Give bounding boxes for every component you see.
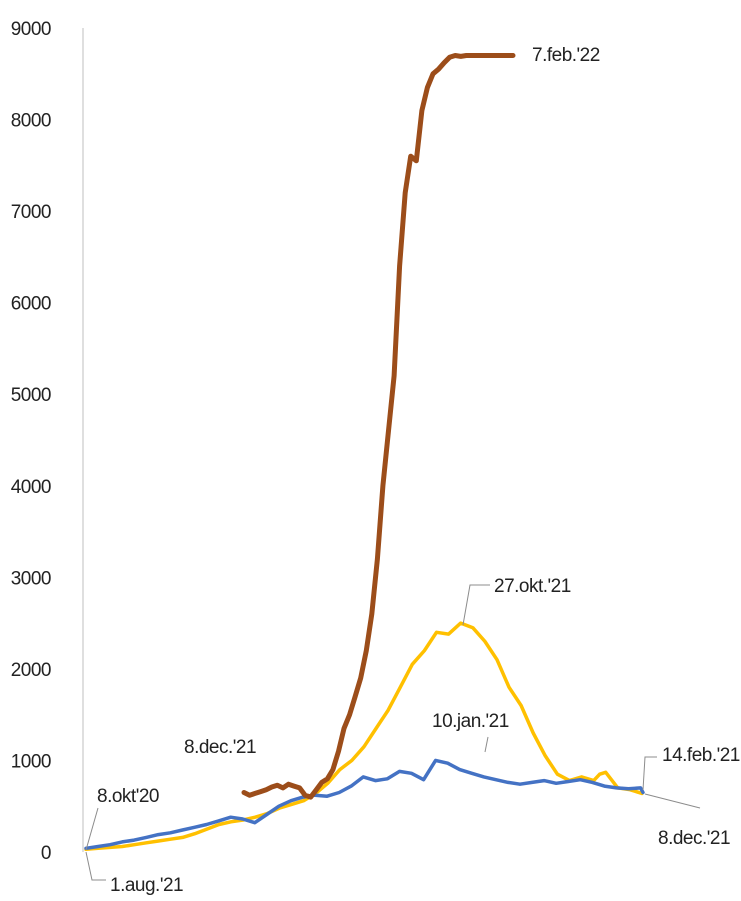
- annotation-blue-end: 14.feb.'21: [662, 745, 740, 766]
- annotation-blue-start: 8.okt'20: [97, 786, 159, 807]
- annotation-yellow-start: 1.aug.'21: [110, 875, 183, 896]
- y-tick-label: 7000: [11, 202, 51, 223]
- annotation-yellow-peak: 27.okt.'21: [494, 576, 571, 597]
- y-tick-label: 0: [41, 843, 51, 864]
- leader-yellow-end: [644, 793, 701, 809]
- leader-blue-peak: [484, 736, 489, 753]
- y-tick-label: 9000: [11, 19, 51, 40]
- annotation-brown-end: 7.feb.'22: [532, 45, 600, 66]
- y-tick-label: 8000: [11, 111, 51, 132]
- y-tick-label: 6000: [11, 294, 51, 315]
- y-tick-label: 2000: [11, 660, 51, 681]
- series-line-1: [84, 758, 645, 851]
- leader-yellow-peak: [462, 584, 490, 626]
- annotation-brown-start: 8.dec.'21: [184, 737, 256, 758]
- series-line-2: [84, 621, 644, 852]
- y-tick-label: 4000: [11, 477, 51, 498]
- leader-blue-start: [85, 807, 99, 851]
- leader-blue-end: [642, 756, 657, 791]
- y-tick-label: 5000: [11, 385, 51, 406]
- leader-yellow-start: [85, 851, 106, 881]
- annotation-blue-peak: 10.jan.'21: [432, 711, 509, 732]
- y-tick-label: 3000: [11, 568, 51, 589]
- y-tick-label: 1000: [11, 751, 51, 772]
- annotation-yellow-end: 8.dec.'21: [658, 828, 730, 849]
- series-line-3: [241, 53, 516, 800]
